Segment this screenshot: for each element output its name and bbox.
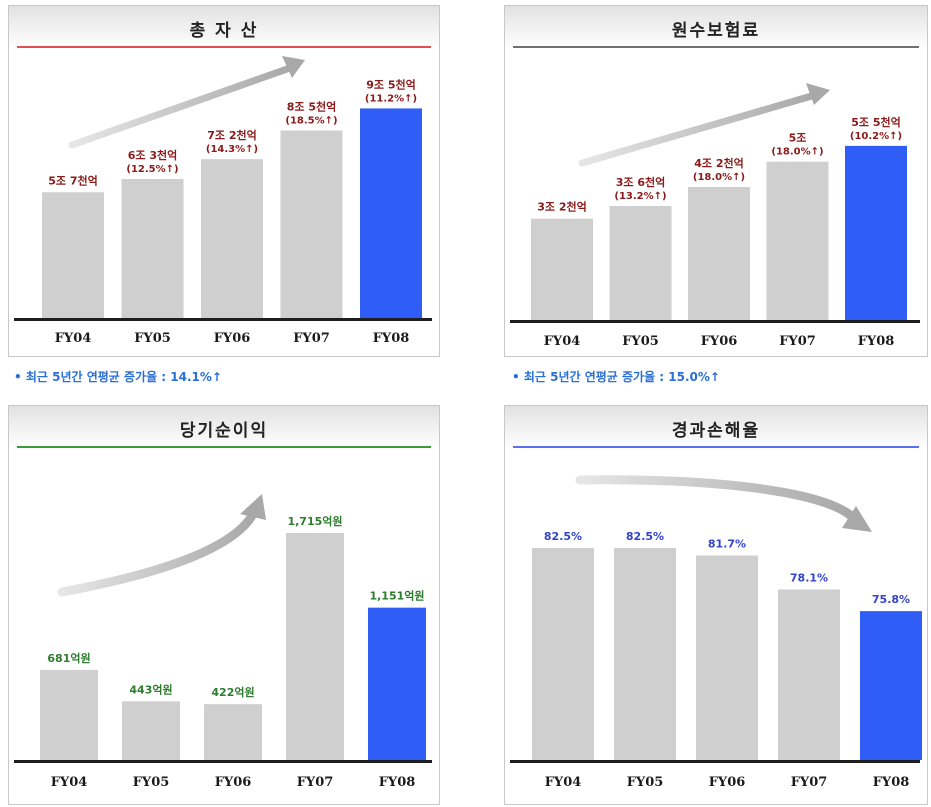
data-label: 443억원 <box>129 682 172 696</box>
bar-fy06 <box>204 704 262 760</box>
bar-fy06 <box>688 187 750 320</box>
trend-arrow-head <box>240 494 266 520</box>
title-underline <box>513 446 919 448</box>
category-label: FY08 <box>373 331 410 346</box>
bar-fy07 <box>766 161 829 320</box>
x-axis-baseline <box>510 760 920 763</box>
panel-title: 경과손해율 <box>671 421 761 441</box>
bar-fy04 <box>42 192 104 318</box>
bar-fy05 <box>122 701 180 760</box>
title-underline <box>513 46 919 48</box>
data-sublabel: (18.0%↑) <box>693 172 745 183</box>
data-sublabel: (18.0%↑) <box>771 147 823 158</box>
trend-arrow-head <box>842 506 872 532</box>
data-label: 5조 5천억 <box>851 115 901 129</box>
category-label: FY08 <box>858 334 895 349</box>
data-label: 5조 7천억 <box>48 173 98 187</box>
x-axis-baseline <box>14 760 432 763</box>
category-label: FY06 <box>701 334 738 349</box>
panel-title: 총 자 산 <box>189 21 259 41</box>
data-label: 6조 3천억 <box>128 148 178 162</box>
growth-note: • 최근 5년간 연평균 증가율 : 15.0%↑ <box>512 370 720 384</box>
data-label: 82.5% <box>626 530 664 543</box>
bar-fy06 <box>201 159 263 318</box>
data-label: 422억원 <box>211 685 254 699</box>
trend-arrow <box>57 505 260 597</box>
data-label: 8조 5천억 <box>287 100 337 114</box>
data-sublabel: (18.5%↑) <box>285 116 337 127</box>
category-label: FY05 <box>133 775 170 790</box>
bar-fy04 <box>531 218 593 320</box>
category-label: FY06 <box>215 775 252 790</box>
data-label: 9조 5천억 <box>366 77 416 91</box>
data-label: 3조 6천억 <box>616 175 666 189</box>
category-label: FY07 <box>293 331 330 346</box>
data-label: 81.7% <box>708 538 746 551</box>
data-label: 78.1% <box>790 571 828 584</box>
trend-arrow-head <box>806 83 830 105</box>
bar-fy05 <box>614 548 676 760</box>
bar-fy05 <box>121 179 184 318</box>
growth-note: • 최근 5년간 연평균 증가율 : 14.1%↑ <box>14 370 222 384</box>
bar-fy04 <box>40 669 98 760</box>
panel-title: 원수보험료 <box>671 21 761 41</box>
data-label: 1,715억원 <box>287 514 342 528</box>
trend-arrow <box>578 91 819 167</box>
category-label: FY07 <box>779 334 816 349</box>
bar-fy07 <box>778 589 840 760</box>
category-label: FY06 <box>214 331 251 346</box>
data-label: 7조 2천억 <box>207 128 257 142</box>
bar-fy08 <box>368 607 426 760</box>
bar-fy07 <box>286 533 344 760</box>
title-underline <box>17 446 431 448</box>
data-sublabel: (11.2%↑) <box>365 93 417 104</box>
panel-title: 당기순이익 <box>179 421 269 441</box>
bar-fy05 <box>609 206 672 320</box>
category-label: FY06 <box>709 775 746 790</box>
data-label: 82.5% <box>544 530 582 543</box>
data-label: 3조 2천억 <box>537 200 587 214</box>
category-label: FY07 <box>297 775 334 790</box>
data-label: 1,151억원 <box>369 589 424 603</box>
category-label: FY05 <box>627 775 664 790</box>
category-label: FY04 <box>545 775 582 790</box>
category-label: FY04 <box>51 775 88 790</box>
x-axis-baseline <box>510 320 920 323</box>
trend-arrow <box>68 64 294 149</box>
bar-fy08 <box>845 145 907 320</box>
bar-fy06 <box>696 555 758 760</box>
x-axis-baseline <box>14 318 432 321</box>
bar-fy08 <box>860 611 922 760</box>
category-label: FY08 <box>873 775 910 790</box>
trend-arrow <box>575 475 855 520</box>
data-label: 75.8% <box>872 593 910 606</box>
bar-fy07 <box>280 130 343 318</box>
data-sublabel: (13.2%↑) <box>614 191 666 202</box>
data-sublabel: (12.5%↑) <box>126 164 178 175</box>
category-label: FY05 <box>622 334 659 349</box>
data-sublabel: (14.3%↑) <box>206 144 258 155</box>
data-label: 5조 <box>789 132 807 145</box>
category-label: FY05 <box>134 331 171 346</box>
data-label: 4조 2천억 <box>694 156 744 170</box>
title-underline <box>17 46 431 48</box>
trend-arrow-head <box>282 56 305 78</box>
bar-fy04 <box>532 548 594 760</box>
category-label: FY08 <box>379 775 416 790</box>
data-sublabel: (10.2%↑) <box>850 131 902 142</box>
category-label: FY07 <box>791 775 828 790</box>
category-label: FY04 <box>544 334 581 349</box>
bar-fy08 <box>360 108 422 318</box>
data-label: 681억원 <box>47 651 90 665</box>
category-label: FY04 <box>55 331 92 346</box>
